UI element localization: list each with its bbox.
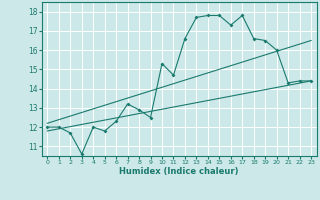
X-axis label: Humidex (Indice chaleur): Humidex (Indice chaleur)	[119, 167, 239, 176]
